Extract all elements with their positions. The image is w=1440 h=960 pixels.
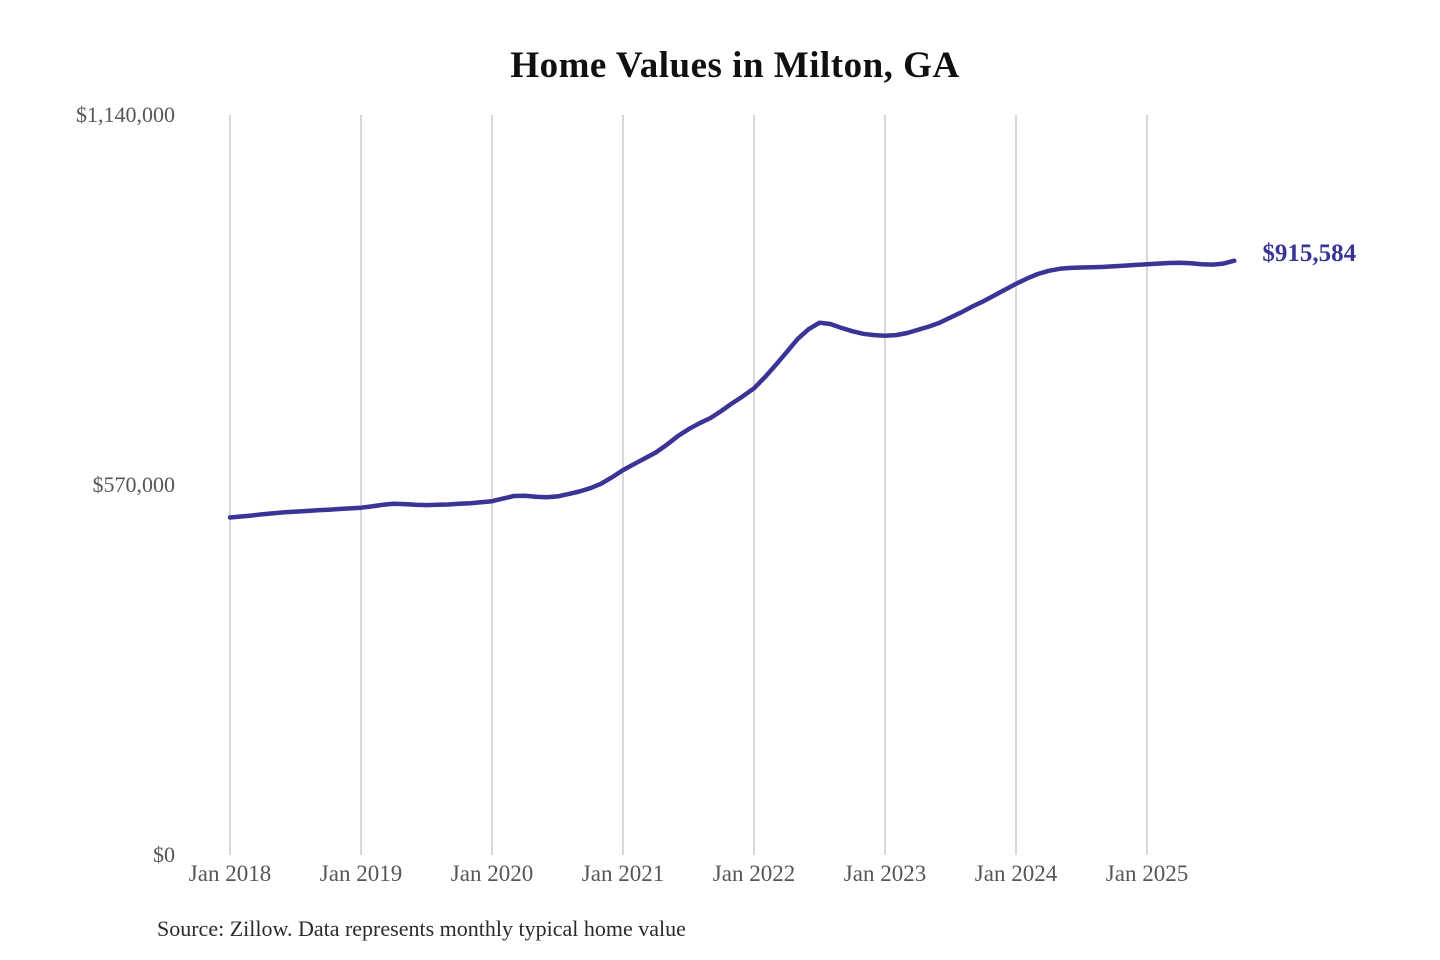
x-axis-label: Jan 2021	[581, 861, 665, 886]
source-note: Source: Zillow. Data represents monthly …	[157, 916, 686, 941]
x-axis-label: Jan 2019	[319, 861, 403, 886]
x-axis-label: Jan 2022	[712, 861, 796, 886]
x-axis-label: Jan 2025	[1105, 861, 1189, 886]
y-axis-label: $1,140,000	[76, 102, 175, 127]
x-axis-label: Jan 2020	[450, 861, 534, 886]
latest-value-label: $915,584	[1262, 239, 1357, 267]
y-axis-label: $570,000	[92, 472, 176, 497]
x-axis-label: Jan 2023	[843, 861, 927, 886]
x-axis-label: Jan 2024	[974, 861, 1058, 886]
chart-title: Home Values in Milton, GA	[510, 45, 960, 86]
x-axis-label: Jan 2018	[188, 861, 272, 886]
y-axis-label: $0	[153, 842, 175, 867]
home-value-line	[227, 258, 1237, 520]
